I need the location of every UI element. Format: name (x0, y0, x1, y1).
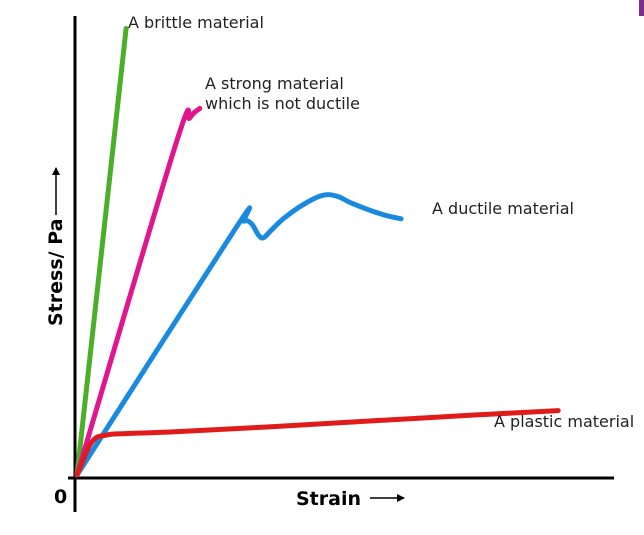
label-brittle-material: A brittle material (128, 13, 264, 32)
origin-label: 0 (54, 486, 67, 508)
label-plastic-material: A plastic material (494, 412, 634, 431)
x-axis-title: Strain (296, 488, 361, 510)
curve-ductile-material (74, 192, 404, 478)
label-ductile-material: A ductile material (432, 199, 574, 218)
curve-strong-material (74, 105, 203, 478)
curve-plastic-material (74, 408, 561, 478)
y-axis-title: Stress/ Pa (45, 219, 67, 326)
label-strong-material-line-2: which is not ductile (205, 94, 360, 113)
corner-accent-mark (639, 0, 644, 16)
curve-brittle-material (74, 26, 129, 478)
label-strong-material-line-1: A strong material (205, 74, 344, 93)
